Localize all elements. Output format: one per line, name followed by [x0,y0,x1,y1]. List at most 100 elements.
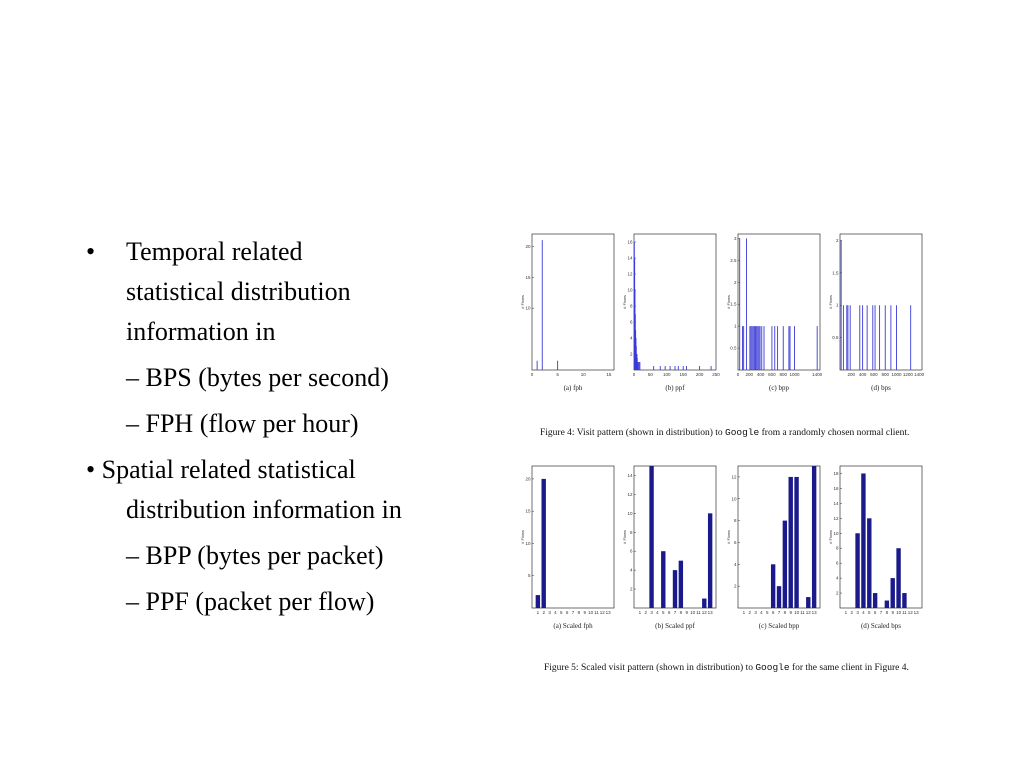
x-tick-label: 5 [868,610,871,615]
y-tick-label: 12 [627,272,633,277]
x-tick-label: 9 [789,610,792,615]
y-tick-label: 10 [731,496,737,501]
plot-frame [531,233,615,371]
y-tick-label: 4 [836,576,839,581]
y-axis-label: # Flows [622,295,627,309]
y-tick-label: 12 [627,492,633,497]
bar [649,466,654,608]
x-tick-label: 9 [583,610,586,615]
chart-bps: 0.5 1 1.5 2 # Flows 200 400 600 800 1000 1200 1400 (… [828,233,925,392]
x-tick-label: 200 [746,372,754,377]
slide-bullets: • Temporal related statistical distribut… [86,232,506,622]
y-tick-label: 10 [833,531,839,536]
figure4-caption-suffix: from a randomly chosen normal client. [759,428,910,438]
subfigure-label: (c) bpp [769,384,790,392]
x-tick-label: 1 [743,610,746,615]
x-tick-label: 600 [870,372,878,377]
bullet-temporal-line1: Temporal related [126,237,303,266]
x-tick-label: 10 [690,610,696,615]
x-tick-label: 3 [650,610,653,615]
x-tick-label: 1 [639,610,642,615]
x-tick-label: 5 [560,610,563,615]
bar [535,595,541,608]
bullet-spatial-line1: • Spatial related statistical [86,455,356,484]
y-tick-label: 10 [627,511,633,516]
x-tick-label: 12 [908,610,914,615]
x-tick-label: 8 [680,610,683,615]
y-axis-label: # Flows [726,530,731,544]
x-tick-label: 800 [881,372,889,377]
y-tick-label: 10 [627,288,633,293]
subfigure-label: (b) ppf [665,384,685,392]
x-tick-label: 11 [594,610,599,615]
y-tick-label: 2 [734,584,737,589]
y-tick-label: 0.5 [730,346,737,351]
figure4-caption-prefix: Figure 4: Visit pattern (shown in distri… [540,428,726,438]
y-tick-label: 8 [734,518,737,523]
x-tick-label: 200 [848,372,856,377]
sub-bullet-fph: – FPH (flow per hour) [126,409,359,438]
y-tick-label: 8 [630,530,633,535]
x-tick-label: 7 [880,610,883,615]
y-tick-label: 2 [630,352,633,357]
y-tick-label: 8 [630,304,633,309]
x-tick-label: 4 [656,610,659,615]
subfigure-label: (d) Scaled bps [861,622,901,630]
x-tick-label: 10 [588,610,594,615]
bar [811,466,817,608]
x-tick-label: 6 [668,610,671,615]
x-tick-label: 1000 [790,372,801,377]
bar [890,578,895,608]
x-tick-label: 12 [806,610,812,615]
x-tick-label: 0 [531,372,534,377]
x-tick-label: 4 [760,610,763,615]
x-tick-label: 13 [606,610,612,615]
x-tick-label: 3 [856,610,859,615]
chart-bpp: 0.5 1 1.5 2 2.5 3 # Flows 0 200 400 600 800 1000 1400… [726,233,823,392]
y-tick-label: 1.5 [730,302,737,307]
x-tick-label: 1200 [903,372,914,377]
plot-frame [633,233,717,371]
x-tick-label: 0 [737,372,740,377]
y-tick-label: 12 [731,474,737,479]
y-tick-label: 1 [836,303,839,308]
y-tick-label: 14 [627,256,633,261]
bar [661,551,666,608]
y-axis-label: # Flows [520,530,525,544]
figure5-caption-prefix: Figure 5: Scaled visit pattern (shown in… [544,663,756,673]
bar [806,597,811,608]
x-tick-label: 10 [794,610,800,615]
y-tick-label: 16 [627,240,633,245]
y-tick-label: 2 [734,280,737,285]
bar [788,476,793,608]
y-tick-label: 10 [525,541,531,546]
y-tick-label: 1.5 [832,270,839,275]
bar [770,564,776,608]
y-axis-label: # Flows [520,295,525,309]
x-tick-label: 2 [748,610,751,615]
x-tick-label: 5 [556,372,559,377]
x-tick-label: 200 [696,372,704,377]
y-tick-label: 0.5 [832,335,839,340]
subfigure-label: (a) Scaled fph [553,622,593,630]
bar [702,598,707,608]
x-tick-label: 3 [548,610,551,615]
x-tick-label: 2 [850,610,853,615]
x-tick-label: 2 [644,610,647,615]
y-tick-label: 20 [525,244,531,249]
x-tick-label: 12 [600,610,606,615]
y-axis-label: # Flows [828,530,833,544]
y-tick-label: 3 [734,236,737,241]
bullet-temporal-line2: statistical distribution [126,277,351,306]
x-tick-label: 1400 [812,372,823,377]
x-tick-label: 9 [891,610,894,615]
y-axis-label: # Flows [726,295,731,309]
subfigure-label: (a) fph [564,384,583,392]
bullet-spatial: • Spatial related statistical distributi… [86,450,506,530]
bullet-spatial-line2: distribution information in [126,495,402,524]
x-tick-label: 7 [674,610,677,615]
y-tick-label: 2 [836,238,839,243]
